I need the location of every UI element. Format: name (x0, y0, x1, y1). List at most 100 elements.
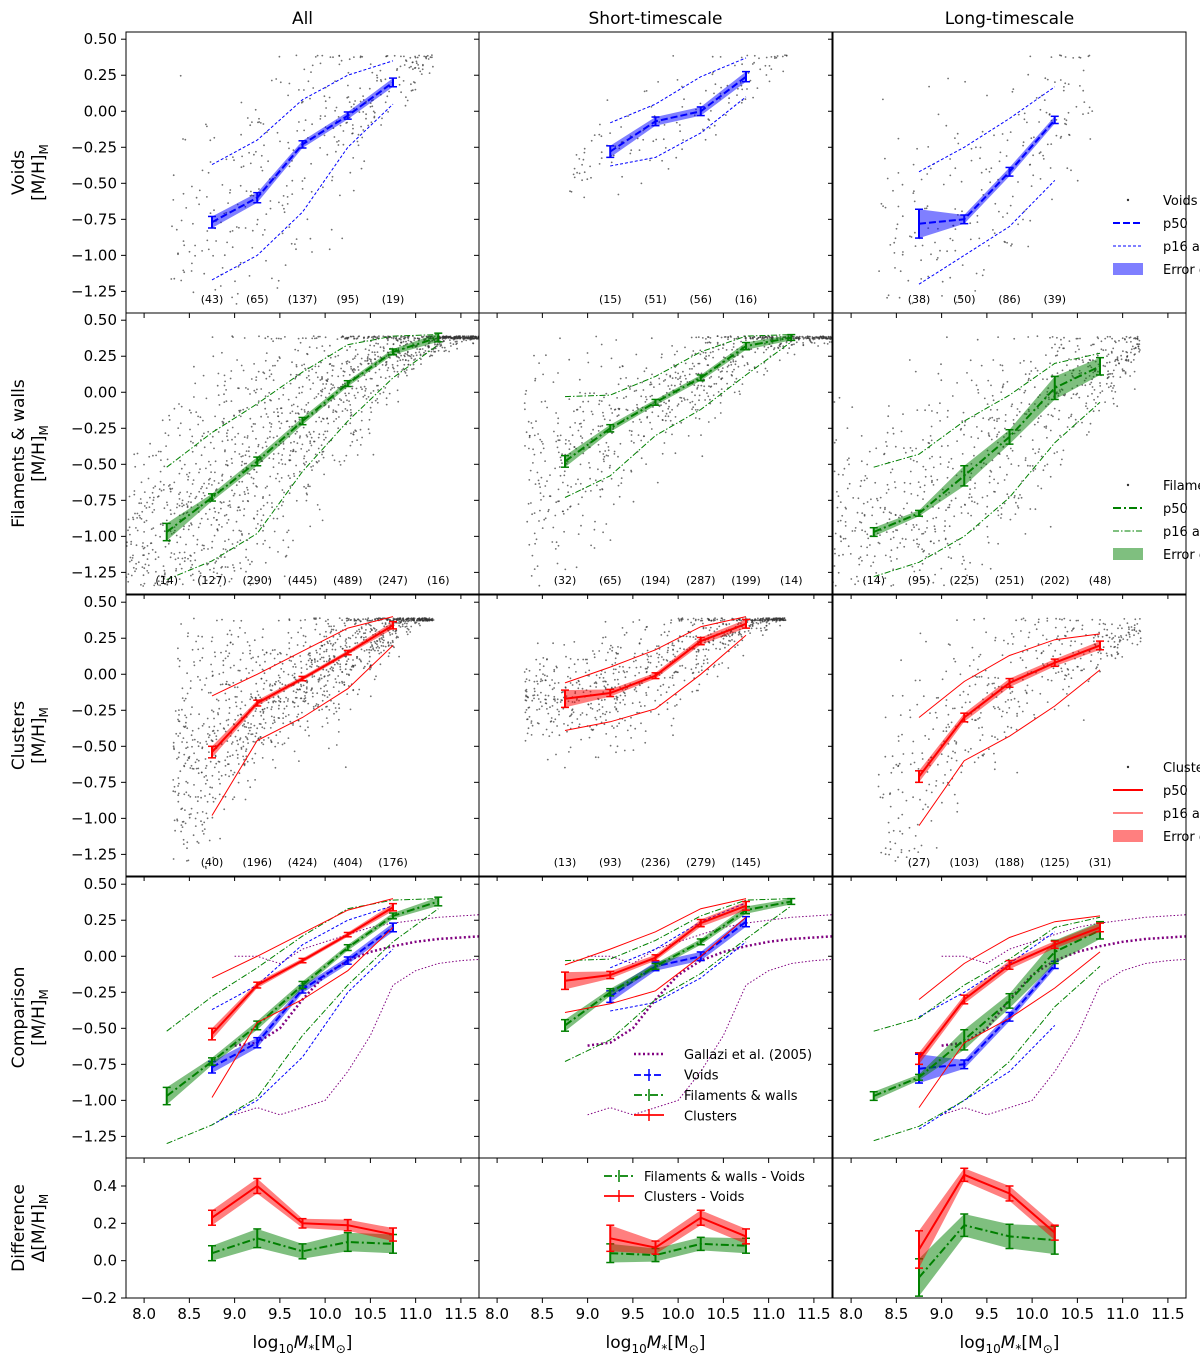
galaxy-point (1006, 139, 1009, 142)
galaxy-point (403, 363, 406, 366)
galaxy-point (136, 512, 139, 515)
galaxy-point (365, 378, 368, 381)
galaxy-point (288, 492, 291, 495)
galaxy-point (256, 218, 259, 221)
galaxy-point (1130, 340, 1132, 343)
galaxy-point (247, 732, 250, 735)
galaxy-point (292, 690, 295, 693)
galaxy-point (261, 757, 264, 759)
galaxy-point (1064, 122, 1066, 125)
galaxy-point (314, 704, 317, 707)
galaxy-point (897, 172, 900, 174)
galaxy-point (213, 507, 216, 510)
galaxy-point (1125, 341, 1128, 343)
galaxy-point (625, 408, 628, 411)
galaxy-point (363, 394, 366, 397)
galaxy-point (294, 450, 297, 453)
galaxy-point (717, 391, 720, 393)
galaxy-point (197, 648, 200, 651)
galaxy-point (255, 682, 258, 685)
galaxy-point (176, 541, 179, 544)
galaxy-point (295, 365, 298, 368)
galaxy-point (1027, 379, 1030, 382)
galaxy-point (325, 107, 327, 109)
galaxy-point (275, 477, 277, 480)
galaxy-point (278, 201, 280, 204)
galaxy-point (213, 534, 216, 537)
galaxy-point (236, 757, 239, 759)
galaxy-point (305, 434, 308, 436)
galaxy-point (753, 366, 756, 369)
galaxy-point (895, 529, 897, 531)
galaxy-point (1068, 358, 1070, 360)
galaxy-point (350, 365, 352, 368)
row-label-diff: Difference Δ[M/H]M (9, 1184, 51, 1272)
galaxy-point (403, 55, 405, 58)
fil-errorbar (787, 333, 796, 342)
galaxy-point (399, 626, 402, 628)
galaxy-point (1078, 56, 1081, 59)
galaxy-point (700, 372, 703, 375)
galaxy-point (306, 668, 308, 670)
galaxy-point (176, 818, 178, 821)
galaxy-point (1001, 386, 1004, 389)
galaxy-point (610, 407, 612, 410)
galaxy-point (364, 618, 367, 620)
galaxy-point (809, 335, 811, 338)
galaxy-point (579, 435, 582, 438)
voids-errorbar (253, 191, 262, 204)
galaxy-point (719, 56, 722, 58)
galaxy-point (307, 485, 310, 488)
galaxy-point (249, 649, 252, 652)
galaxy-point (325, 684, 327, 687)
galaxy-point (1056, 350, 1059, 353)
galaxy-point (763, 373, 765, 376)
galaxy-point (382, 634, 384, 637)
galaxy-point (465, 336, 467, 339)
galaxy-point (201, 485, 203, 488)
galaxy-point (349, 637, 352, 640)
galaxy-point (364, 390, 367, 392)
galaxy-point (356, 618, 359, 621)
galaxy-point (369, 63, 372, 66)
galaxy-point (336, 661, 338, 664)
galaxy-point (297, 337, 300, 340)
galaxy-point (214, 460, 217, 463)
galaxy-point (343, 370, 346, 373)
galaxy-point (354, 429, 357, 432)
galaxy-point (282, 195, 285, 197)
panel-frame (832, 312, 1187, 595)
galaxy-point (703, 357, 706, 360)
galaxy-point (237, 635, 240, 638)
galaxy-point (359, 100, 362, 103)
galaxy-point (754, 351, 757, 354)
galaxy-point (980, 171, 983, 174)
galaxy-point (909, 235, 911, 238)
galaxy-point (271, 506, 273, 509)
galaxy-point (224, 566, 227, 568)
fil-errorbar (253, 456, 262, 467)
galaxy-point (317, 365, 320, 368)
galaxy-point (260, 508, 262, 511)
galaxy-point (215, 560, 218, 563)
galaxy-point (307, 702, 310, 705)
galaxy-point (1038, 448, 1041, 450)
galaxy-point (280, 504, 283, 507)
galaxy-point (421, 68, 424, 71)
galaxy-point (789, 340, 792, 343)
galaxy-point (278, 356, 281, 358)
galaxy-point (843, 467, 846, 470)
galaxy-point (693, 384, 696, 386)
galaxy-point (753, 336, 756, 338)
galaxy-point (321, 345, 324, 347)
galaxy-point (741, 63, 743, 66)
galaxy-point (351, 440, 354, 443)
galaxy-point (346, 349, 348, 352)
galaxy-point (882, 98, 884, 101)
galaxy-point (1134, 353, 1136, 355)
galaxy-point (973, 446, 976, 449)
galaxy-point (817, 337, 819, 339)
galaxy-point (191, 648, 194, 651)
galaxy-point (298, 386, 301, 389)
galaxy-point (346, 360, 349, 362)
